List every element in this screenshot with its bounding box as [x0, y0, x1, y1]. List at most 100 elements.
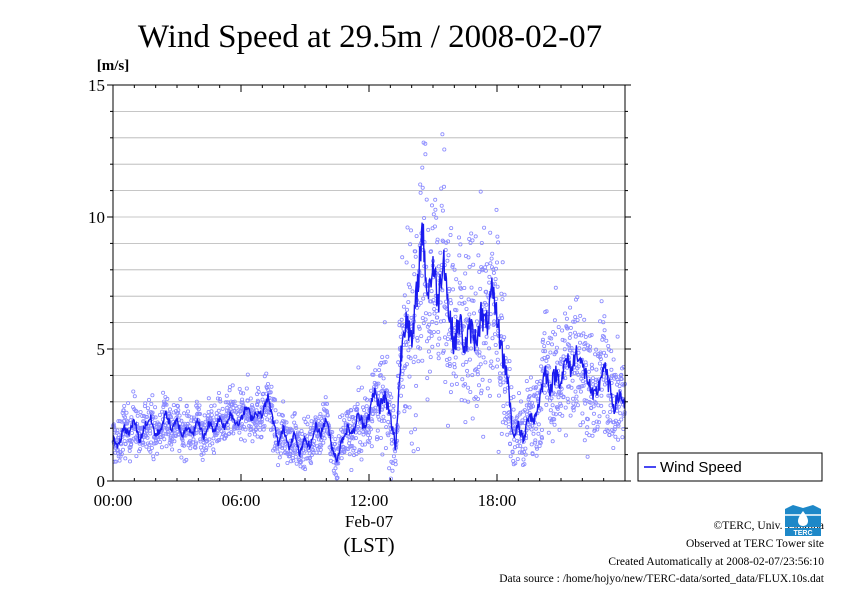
data-point — [533, 394, 538, 399]
data-point — [611, 445, 616, 450]
data-point — [254, 408, 259, 413]
data-point — [534, 453, 539, 458]
data-point — [553, 392, 558, 397]
data-point — [465, 373, 470, 378]
data-point — [218, 425, 223, 430]
data-point — [148, 431, 153, 436]
data-point — [254, 426, 259, 431]
data-point — [361, 432, 366, 437]
data-point — [384, 425, 389, 430]
data-point — [456, 235, 461, 240]
data-point — [507, 359, 512, 364]
data-point — [370, 412, 375, 417]
data-point — [530, 400, 535, 405]
data-point — [446, 332, 451, 337]
data-point — [613, 418, 618, 423]
data-point — [355, 407, 360, 412]
data-point — [171, 403, 176, 408]
data-point — [415, 447, 420, 452]
data-point — [423, 141, 428, 146]
data-point — [572, 405, 577, 410]
data-point — [365, 430, 370, 435]
data-point — [160, 433, 165, 438]
data-point — [179, 418, 184, 423]
data-point — [534, 426, 539, 431]
data-point — [153, 415, 158, 420]
data-point — [417, 346, 422, 351]
data-point — [232, 399, 237, 404]
data-point — [202, 443, 207, 448]
data-point — [413, 354, 418, 359]
data-point — [448, 390, 453, 395]
data-point — [549, 396, 554, 401]
data-point — [184, 457, 189, 462]
data-point — [483, 268, 488, 273]
data-point — [425, 397, 430, 402]
data-point — [443, 299, 448, 304]
data-point — [533, 438, 538, 443]
data-point — [216, 390, 221, 395]
data-point — [291, 458, 296, 463]
data-point — [249, 426, 254, 431]
data-point — [292, 420, 297, 425]
data-point — [469, 231, 474, 236]
data-point — [554, 384, 559, 389]
data-point — [526, 397, 531, 402]
data-point — [529, 427, 534, 432]
data-point — [423, 311, 428, 316]
data-point — [197, 403, 202, 408]
data-point — [325, 413, 330, 418]
data-point — [140, 442, 145, 447]
data-point — [492, 332, 497, 337]
data-point — [268, 427, 273, 432]
data-point — [151, 415, 156, 420]
data-point — [434, 321, 439, 326]
source-text: Data source : /home/hojyo/new/TERC-data/… — [499, 573, 824, 585]
data-point — [318, 442, 323, 447]
data-point — [578, 423, 583, 428]
data-point — [560, 337, 565, 342]
data-point — [446, 253, 451, 258]
data-point — [127, 448, 132, 453]
data-point — [608, 403, 613, 408]
data-point — [401, 384, 406, 389]
data-point — [497, 371, 502, 376]
data-point — [515, 438, 520, 443]
data-point — [305, 422, 310, 427]
data-point — [528, 375, 533, 380]
data-point — [523, 452, 528, 457]
data-point — [470, 238, 475, 243]
data-point — [509, 385, 514, 390]
data-point — [488, 230, 493, 235]
data-point — [533, 440, 538, 445]
data-point — [126, 401, 131, 406]
data-point — [218, 399, 223, 404]
data-point — [480, 267, 485, 272]
data-point — [457, 301, 462, 306]
data-point — [375, 435, 380, 440]
data-point — [321, 402, 326, 407]
data-point — [259, 434, 264, 439]
data-point — [370, 419, 375, 424]
data-point — [282, 439, 287, 444]
data-point — [178, 397, 183, 402]
data-point — [294, 461, 299, 466]
data-point — [255, 385, 260, 390]
data-point — [447, 356, 452, 361]
data-point — [402, 365, 407, 370]
data-point — [487, 280, 492, 285]
data-point — [155, 451, 160, 456]
data-point — [568, 413, 573, 418]
data-point — [116, 454, 121, 459]
data-point — [245, 398, 250, 403]
data-point — [389, 441, 394, 446]
data-point — [432, 224, 437, 229]
x-tick-label: 18:00 — [478, 491, 517, 510]
data-point — [495, 284, 500, 289]
data-point — [493, 277, 498, 282]
data-point — [411, 449, 416, 454]
data-point — [563, 376, 568, 381]
data-point — [507, 366, 512, 371]
data-point — [291, 442, 296, 447]
data-point — [464, 306, 469, 311]
